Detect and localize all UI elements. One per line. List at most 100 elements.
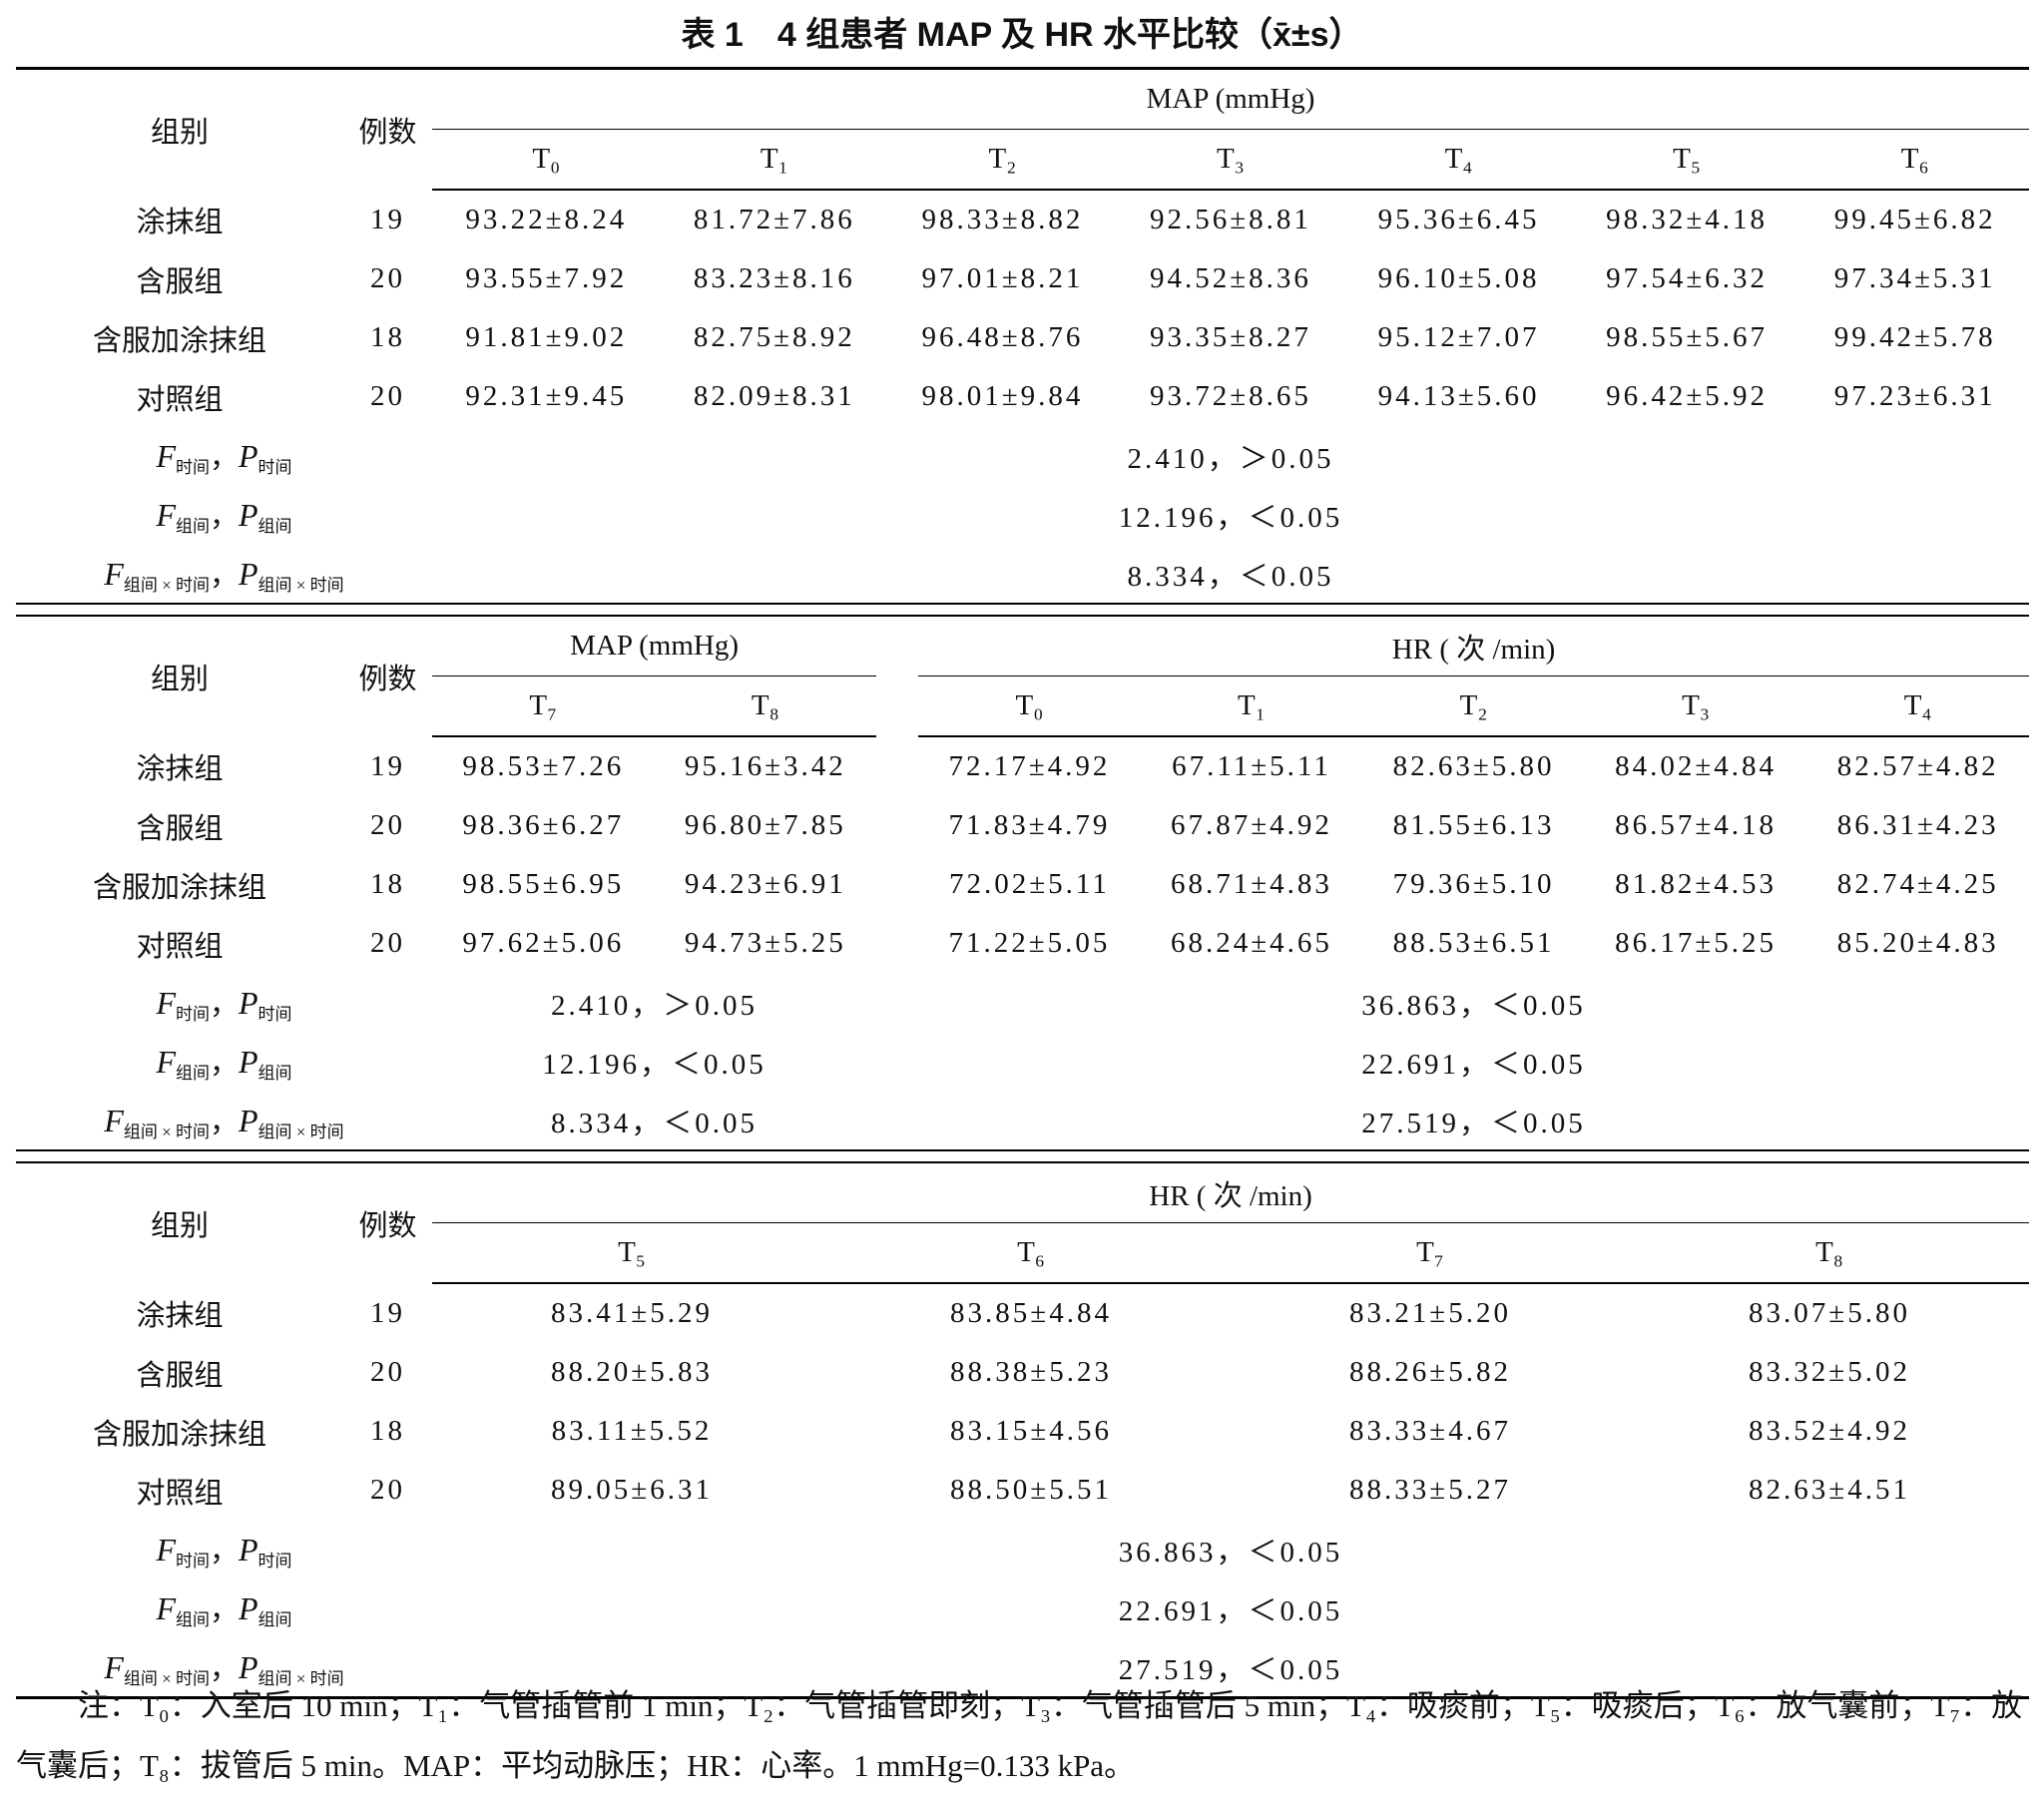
p-subscript: 组间 × 时间 — [257, 1122, 344, 1141]
value: 96.80±7.85 — [684, 809, 846, 841]
group-name: 含服组 — [136, 812, 224, 845]
table-head: 组别 例数 HR ( 次 /min) T₅ T₆ T₇ T₈ — [16, 1162, 2030, 1284]
value: 71.22±5.05 — [948, 927, 1111, 959]
value: 71.83±4.79 — [948, 809, 1111, 841]
group-header: 组别 — [150, 117, 209, 149]
stat-label: F时间，P时间 — [16, 973, 432, 1032]
value: 89.05±6.31 — [551, 1474, 713, 1506]
value: 83.41±5.29 — [551, 1297, 713, 1329]
separator: ， — [209, 988, 239, 1021]
time-header: T₁ — [660, 129, 889, 191]
group-name: 涂抹组 — [136, 753, 224, 785]
value: 98.33±8.82 — [921, 204, 1084, 235]
sample-size: 19 — [370, 203, 405, 235]
table-body: 涂抹组 19 93.22±8.24 81.72±7.86 98.33±8.82 92.56… — [16, 190, 2029, 604]
p-symbol: P — [239, 496, 258, 533]
f-subscript: 组间 × 时间 — [123, 1668, 210, 1688]
value: 82.09±8.31 — [693, 380, 855, 412]
sample-size: 19 — [370, 749, 405, 782]
stat-value: 27.519，＜0.05 — [1361, 1107, 1586, 1139]
value: 83.11±5.52 — [551, 1415, 713, 1447]
value: 86.17±5.25 — [1615, 927, 1778, 959]
value: 97.54±6.32 — [1606, 262, 1769, 294]
f-subscript: 时间 — [175, 457, 210, 477]
sample-size: 20 — [370, 262, 405, 294]
value: 83.15±4.56 — [950, 1415, 1112, 1447]
n-header: 例数 — [358, 117, 417, 149]
header-row: 组别 例数 MAP (mmHg) HR ( 次 /min) — [16, 616, 2029, 695]
tables: 组别 例数 MAP (mmHg) T₀ T₁ T₂ T₃ T₄ T₅ T₆ 涂抹组 19 93.22±8… — [16, 67, 2030, 1709]
table-title: 表 1 4 组患者 MAP 及 HR 水平比较（x̄±s） — [681, 16, 1363, 54]
time-header: T₈ — [1630, 1222, 2030, 1284]
value: 97.01±8.21 — [921, 262, 1084, 294]
stat-label: F组间 × 时间，P组间 × 时间 — [16, 1091, 432, 1150]
value: 82.63±4.51 — [1749, 1474, 1910, 1506]
value: 94.23±6.91 — [684, 868, 846, 900]
measure-header: MAP (mmHg) — [432, 68, 2029, 130]
separator: ， — [209, 1535, 239, 1568]
data-row: 含服加涂抹组 18 83.11±5.52 83.15±4.56 83.33±4.67 83… — [16, 1402, 2029, 1461]
value: 94.13±5.60 — [1377, 380, 1540, 412]
value: 92.31±9.45 — [465, 380, 628, 412]
data-row: 对照组 20 92.31±9.45 82.09±8.31 98.01±9.84 93.72… — [16, 367, 2029, 426]
value: 99.42±5.78 — [1833, 321, 1996, 353]
stat-row: F时间，P时间 2.410，＞0.05 36.863，＜0.05 — [16, 973, 2029, 1032]
measure-header: MAP (mmHg) — [432, 616, 877, 676]
value: 98.36±6.27 — [462, 809, 625, 841]
stat-row: F组间 × 时间，P组间 × 时间 8.334，＜0.05 27.519，＜0.05 — [16, 1091, 2029, 1150]
group-header: 组别 — [150, 1210, 209, 1242]
group-name: 对照组 — [136, 930, 224, 963]
value: 83.07±5.80 — [1749, 1297, 1910, 1329]
time-header: T₇ — [432, 675, 655, 737]
time-header: T₆ — [1800, 129, 2029, 191]
value: 93.55±7.92 — [465, 262, 628, 294]
stat-row: F组间，P组间 12.196，＜0.05 22.691，＜0.05 — [16, 1032, 2029, 1091]
data-row: 含服组 20 98.36±6.27 96.80±7.85 71.83±4.79 67.87… — [16, 796, 2029, 855]
value: 98.55±6.95 — [462, 868, 625, 900]
stat-label: F组间 × 时间，P组间 × 时间 — [16, 544, 432, 604]
value: 93.35±8.27 — [1150, 321, 1311, 353]
value: 72.02±5.11 — [948, 868, 1110, 900]
time-header: T₀ — [432, 129, 661, 191]
p-subscript: 组间 × 时间 — [257, 1668, 344, 1688]
separator: ， — [209, 1593, 239, 1626]
group-name: 涂抹组 — [136, 1300, 224, 1332]
f-subscript: 组间 × 时间 — [123, 1122, 210, 1141]
data-row: 对照组 20 97.62±5.06 94.73±5.25 71.22±5.05 68.24… — [16, 914, 2029, 973]
f-symbol: F — [156, 1043, 176, 1080]
sample-size: 20 — [370, 927, 405, 959]
f-subscript: 组间 — [175, 516, 210, 536]
value: 81.82±4.53 — [1615, 868, 1778, 900]
value: 99.45±6.82 — [1833, 204, 1996, 235]
data-row: 含服加涂抹组 18 98.55±6.95 94.23±6.91 72.02±5.11 68… — [16, 855, 2029, 914]
value: 83.32±5.02 — [1749, 1356, 1910, 1388]
p-subscript: 时间 — [257, 1551, 292, 1571]
value: 85.20±4.83 — [1836, 927, 1999, 959]
header-row: 组别 例数 HR ( 次 /min) — [16, 1162, 2030, 1242]
value: 95.12±7.07 — [1377, 321, 1540, 353]
stat-value: 2.410，＞0.05 — [551, 989, 759, 1022]
time-header: T₃ — [1116, 129, 1345, 191]
table-note: 注：T₀：入室后 10 min；T₁：气管插管前 1 min；T₂：气管插管即刻… — [16, 1688, 2023, 1783]
f-symbol: F — [156, 437, 176, 474]
f-symbol: F — [104, 555, 124, 592]
stat-value: 12.196，＜0.05 — [542, 1048, 766, 1081]
separator: ， — [209, 441, 239, 474]
value: 68.24±4.65 — [1171, 927, 1332, 959]
group-name: 对照组 — [136, 383, 224, 416]
stat-row: F时间，P时间 36.863，＜0.05 — [16, 1520, 2029, 1578]
value: 83.23±8.16 — [693, 262, 855, 294]
value: 81.72±7.86 — [693, 204, 855, 235]
time-header: T₄ — [1344, 129, 1573, 191]
value: 83.52±4.92 — [1749, 1415, 1910, 1447]
p-subscript: 时间 — [257, 457, 292, 477]
table-head: 组别 例数 MAP (mmHg) T₀ T₁ T₂ T₃ T₄ T₅ T₆ — [16, 68, 2029, 191]
value: 93.72±8.65 — [1150, 380, 1311, 412]
sample-size: 20 — [370, 809, 405, 841]
f-symbol: F — [104, 1648, 124, 1685]
f-symbol: F — [156, 984, 176, 1021]
spacer — [876, 973, 918, 1032]
p-subscript: 组间 — [257, 516, 292, 536]
